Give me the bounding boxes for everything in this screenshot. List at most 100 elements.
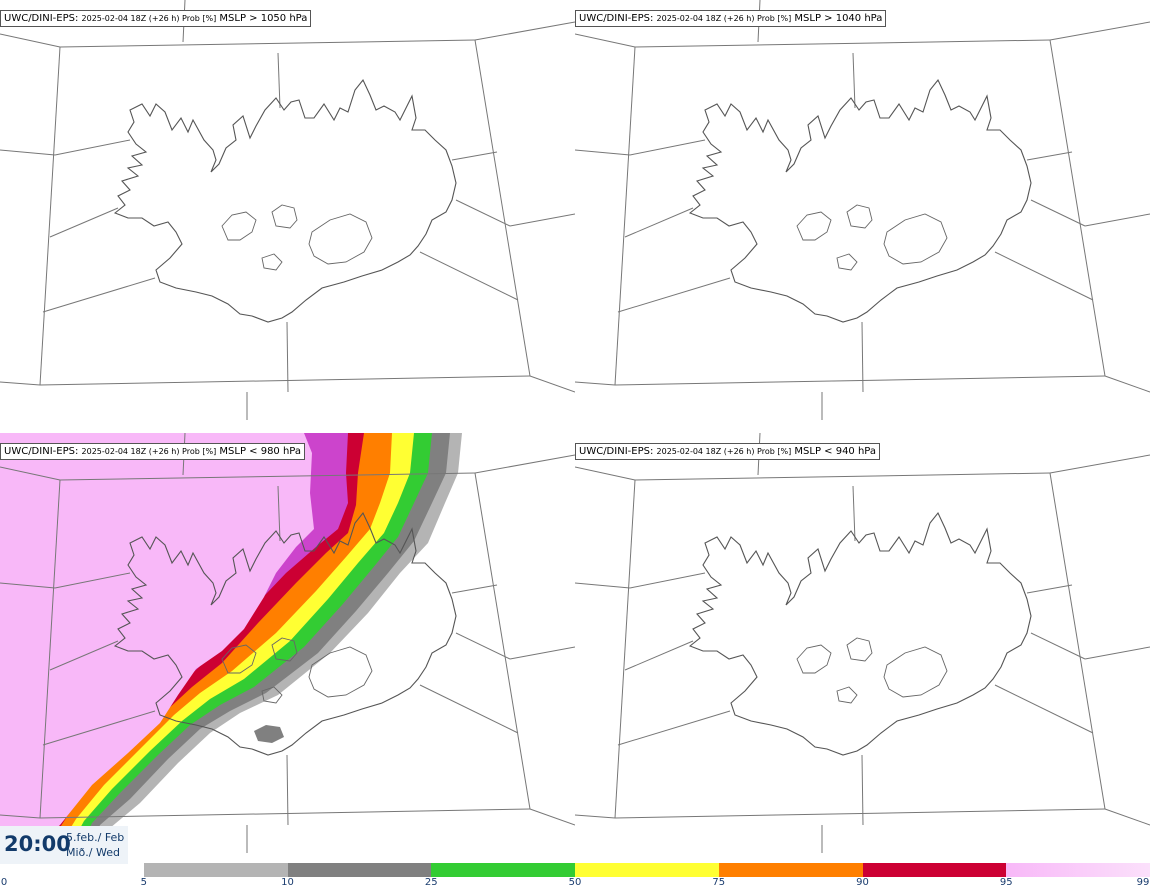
graticule-line — [1049, 454, 1150, 474]
colorbar-tick-label: 25 — [424, 877, 438, 888]
graticule-line — [614, 375, 1106, 386]
glacier-outline — [308, 646, 373, 698]
run-meta: 2025-02-04 18Z (+26 h) Prob [%] — [81, 14, 217, 23]
colorbar-tick-label: 99 — [1136, 877, 1150, 888]
graticule-line — [852, 52, 856, 109]
panel-title-1: UWC/DINI-EPS: 2025-02-04 18Z (+26 h) Pro… — [0, 10, 312, 27]
colorbar-segment — [287, 863, 432, 877]
graticule-line — [575, 33, 636, 48]
graticule-line — [861, 321, 864, 393]
graticule-line — [0, 381, 41, 386]
graticule-line — [629, 139, 706, 156]
valid-date-line1: 5.feb./ Feb — [66, 831, 125, 844]
graticule-line — [617, 277, 731, 313]
map-panel-1: UWC/DINI-EPS: 2025-02-04 18Z (+26 h) Pro… — [0, 0, 575, 432]
graticule-line — [1049, 39, 1106, 377]
glacier-outline — [846, 637, 873, 662]
graticule-line — [575, 149, 631, 156]
graticule-line — [1030, 632, 1086, 660]
map-panel-4: UWC/DINI-EPS: 2025-02-04 18Z (+26 h) Pro… — [575, 433, 1150, 865]
graticule-line — [0, 582, 56, 589]
graticule-line — [419, 251, 519, 301]
run-meta: 2025-02-04 18Z (+26 h) Prob [%] — [81, 447, 217, 456]
graticule-line — [474, 39, 531, 377]
glacier-outline — [261, 253, 283, 271]
graticule-line — [0, 466, 61, 481]
graticule-line — [39, 46, 61, 386]
graticule-line — [509, 646, 575, 660]
graticule-line — [42, 710, 156, 746]
colorbar-segment — [718, 863, 863, 877]
graticule-line — [0, 814, 41, 819]
glacier-outline — [796, 211, 832, 241]
glacier-outline — [271, 204, 298, 229]
colorbar-segment — [431, 863, 576, 877]
probability-colorbar — [0, 863, 1150, 877]
probability-contour — [0, 433, 314, 865]
colorbar-tick-label: 90 — [856, 877, 869, 888]
graticule-line — [634, 39, 1051, 48]
graticule-line — [451, 151, 498, 161]
variable-label: MSLP > 1050 hPa — [219, 13, 308, 24]
graticule-line — [49, 640, 119, 671]
valid-date-line2: Mið./ Wed — [66, 846, 120, 859]
glacier-outlines — [796, 204, 948, 271]
map-panel-2: UWC/DINI-EPS: 2025-02-04 18Z (+26 h) Pro… — [575, 0, 1150, 432]
glacier-outline — [308, 213, 373, 265]
graticule-line — [529, 808, 575, 826]
graticule-line — [1104, 375, 1150, 393]
map-canvas-4 — [575, 433, 1150, 865]
graticule-line — [1049, 472, 1106, 810]
graticule-line — [1084, 646, 1150, 660]
graticule-line — [59, 39, 476, 48]
graticule-lines — [575, 0, 1150, 420]
glacier-outlines — [796, 637, 948, 704]
model-name: UWC/DINI-EPS — [579, 13, 650, 24]
colorbar-tick-label: 5 — [140, 877, 147, 888]
probability-field — [0, 433, 462, 865]
iceland-coastline — [113, 511, 457, 756]
variable-label: MSLP < 940 hPa — [794, 446, 877, 457]
graticule-line — [1026, 151, 1073, 161]
valid-time: 20:00 — [4, 832, 71, 856]
graticule-line — [1084, 213, 1150, 227]
graticule-line — [39, 375, 531, 386]
variable-label: MSLP < 980 hPa — [219, 446, 302, 457]
colorbar-tick-label: 75 — [712, 877, 726, 888]
graticule-line — [286, 754, 289, 826]
graticule-line — [994, 684, 1094, 734]
colorbar-segment — [0, 863, 144, 877]
glacier-outline — [836, 253, 858, 271]
glacier-outline — [221, 211, 257, 241]
graticule-line — [451, 584, 498, 594]
graticule-line — [509, 213, 575, 227]
graticule-line — [54, 572, 131, 589]
graticule-line — [455, 199, 511, 227]
glacier-outline — [261, 686, 283, 704]
map-canvas-1 — [0, 0, 575, 432]
colorbar-segment — [1006, 863, 1150, 877]
iceland-coastline — [688, 511, 1032, 756]
graticule-line — [1030, 199, 1086, 227]
glacier-outline — [271, 637, 298, 662]
probability-contour — [254, 725, 284, 743]
graticule-line — [0, 33, 61, 48]
graticule-lines — [0, 433, 575, 853]
glacier-outline — [883, 213, 948, 265]
glacier-outline — [883, 646, 948, 698]
graticule-line — [455, 632, 511, 660]
iceland-coastline — [688, 78, 1032, 323]
colorbar-ticks: 0 5 10 25 50 75 90 95 99 — [0, 877, 1150, 891]
glacier-outline — [846, 204, 873, 229]
colorbar-segment — [143, 863, 288, 877]
colorbar-segment — [575, 863, 719, 877]
valid-time-box: 20:00 5.feb./ Feb Mið./ Wed — [0, 826, 128, 864]
graticule-lines — [575, 433, 1150, 853]
map-canvas-3 — [0, 433, 575, 865]
colorbar-tick-label: 95 — [999, 877, 1013, 888]
colorbar-segment — [862, 863, 1007, 877]
graticule-line — [1026, 584, 1073, 594]
model-name: UWC/DINI-EPS — [4, 446, 75, 457]
graticule-line — [614, 808, 1106, 819]
graticule-line — [617, 710, 731, 746]
